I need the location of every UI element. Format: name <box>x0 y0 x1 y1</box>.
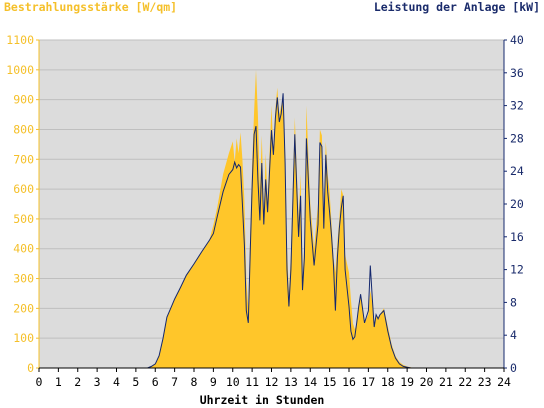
x-tick-label: 3 <box>94 375 101 389</box>
y-right-tick-label: 12 <box>510 263 524 277</box>
x-tick-label: 7 <box>171 375 178 389</box>
y-right-tick-label: 40 <box>510 33 524 47</box>
x-tick-label: 10 <box>226 375 240 389</box>
irradiance-area <box>39 69 504 369</box>
x-tick-label: 13 <box>284 375 298 389</box>
y-left-tick-label: 0 <box>27 361 34 375</box>
y-left-tick-label: 500 <box>13 212 34 226</box>
x-tick-label: 14 <box>303 375 317 389</box>
y-right-tick-label: 24 <box>510 164 524 178</box>
x-tick-label: 0 <box>36 375 43 389</box>
x-tick-label: 11 <box>245 375 259 389</box>
x-tick-label: 15 <box>323 375 337 389</box>
x-tick-label: 1 <box>55 375 62 389</box>
x-tick-label: 21 <box>439 375 453 389</box>
x-ticks: 0 1 2 3 4 5 6 7 8 9 10 11 12 13 14 15 16 17 18 19 20 21 22 23 24 <box>36 375 511 389</box>
y-left-tick-label: 200 <box>13 301 34 315</box>
x-tick-label: 8 <box>191 375 198 389</box>
y-right-tick-label: 32 <box>510 99 524 113</box>
y-right-tick-label: 28 <box>510 131 524 145</box>
x-tick-label: 12 <box>265 375 279 389</box>
x-tick-label: 9 <box>210 375 217 389</box>
x-axis-label: Uhrzeit in Stunden <box>200 393 325 407</box>
x-tick-label: 4 <box>113 375 120 389</box>
x-tick-label: 24 <box>497 375 511 389</box>
y-right-tick-label: 8 <box>510 295 517 309</box>
y-right-tick-label: 0 <box>510 361 517 375</box>
x-tick-label: 20 <box>420 375 434 389</box>
y-left-tick-label: 400 <box>13 242 34 256</box>
y-left-tick-label: 100 <box>13 331 34 345</box>
left-axis-title: Bestrahlungsstärke [W/qm] <box>4 0 177 14</box>
y-left-tick-label: 700 <box>13 152 34 166</box>
x-tick-label: 2 <box>74 375 81 389</box>
y-right-tick-label: 20 <box>510 197 524 211</box>
y-left-tick-label: 800 <box>13 122 34 136</box>
y-left-tick-label: 900 <box>13 93 34 107</box>
x-tick-label: 16 <box>342 375 356 389</box>
x-tick-label: 23 <box>478 375 492 389</box>
right-axis-title: Leistung der Anlage [kW] <box>374 0 540 14</box>
y-right-tick-label: 36 <box>510 66 524 80</box>
y-left-tick-label: 300 <box>13 272 34 286</box>
x-tick-label: 6 <box>152 375 159 389</box>
y-right-tick-label: 16 <box>510 230 524 244</box>
x-tick-label: 17 <box>361 375 375 389</box>
y-left-tick-label: 600 <box>13 182 34 196</box>
y-right-ticks: 0 4 8 12 16 20 24 28 32 36 40 <box>510 33 524 375</box>
x-tick-label: 18 <box>381 375 395 389</box>
x-tick-label: 22 <box>458 375 472 389</box>
power-line <box>39 93 504 369</box>
x-tick-label: 19 <box>400 375 414 389</box>
x-tick-label: 5 <box>132 375 139 389</box>
axes <box>36 39 507 372</box>
y-left-ticks: 0 100 200 300 400 500 600 700 800 900 1000 1100 <box>6 33 34 375</box>
y-left-tick-label: 1100 <box>6 33 34 47</box>
y-left-tick-label: 1000 <box>6 63 34 77</box>
y-right-tick-label: 4 <box>510 328 517 342</box>
